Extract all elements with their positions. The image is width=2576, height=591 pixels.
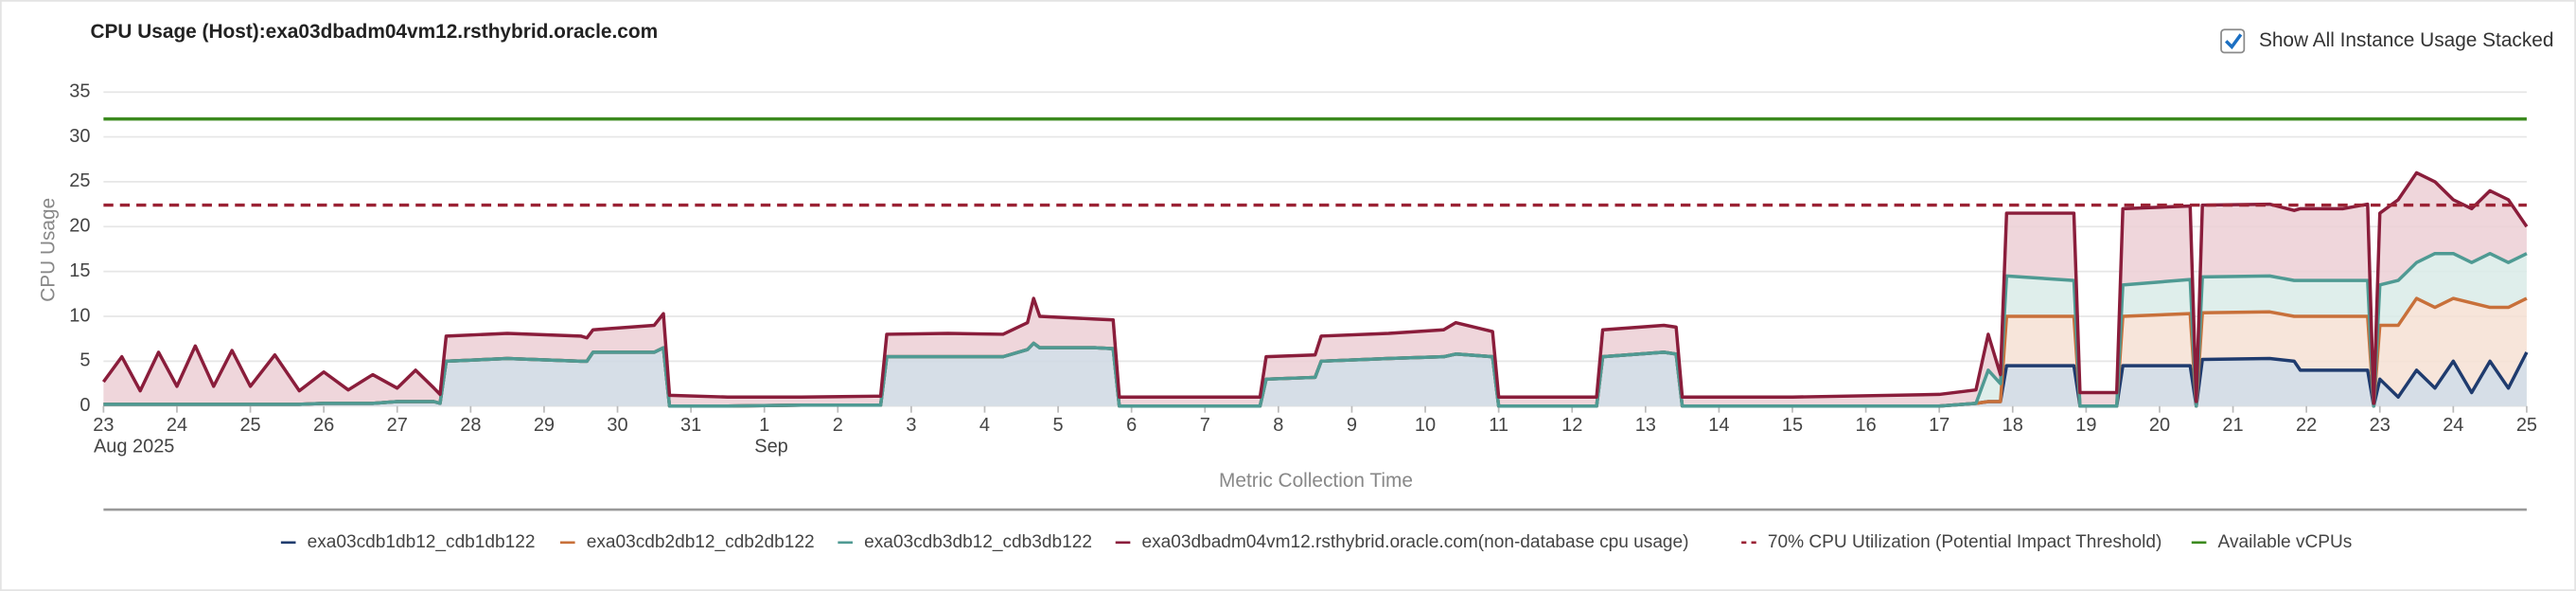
x-tick-label: 4 [979,415,990,436]
x-tick-label: 25 [2516,415,2537,436]
x-axis-title: Metric Collection Time [1219,470,1413,492]
legend-label: exa03cdb1db12_cdb1db122 [308,532,536,552]
x-tick-label: 23 [2370,415,2391,436]
x-tick-label: 5 [1053,415,1064,436]
x-tick-label: 22 [2296,415,2317,436]
x-tick-label: 11 [1489,415,1509,436]
x-period-label: Sep [754,436,788,457]
checkbox-label[interactable]: Show All Instance Usage Stacked [2259,29,2553,51]
legend-label: 70% CPU Utilization (Potential Impact Th… [1768,532,2161,552]
area [103,298,2527,406]
x-tick-label: 2 [833,415,843,436]
y-tick-label: 10 [69,305,90,326]
x-tick-label: 24 [2443,415,2463,436]
x-tick-label: 31 [680,415,701,436]
y-tick-label: 15 [69,260,90,281]
checkmark [2225,33,2243,50]
y-tick-label: 30 [69,126,90,147]
x-tick-label: 29 [534,415,555,436]
x-tick-label: 28 [460,415,481,436]
legend-label: exa03cdb2db12_cdb2db122 [587,532,815,552]
x-tick-label: 15 [1782,415,1803,436]
x-tick-label: 17 [1929,415,1950,436]
x-tick-label: 8 [1273,415,1283,436]
x-tick-label: 9 [1347,415,1357,436]
area [103,172,2527,406]
x-period-label: Aug 2025 [94,436,174,457]
stack-checkbox[interactable]: Show All Instance Usage Stacked [2220,28,2553,54]
x-tick-label: 7 [1200,415,1210,436]
x-tick-label: 30 [607,415,627,436]
y-tick-label: 20 [69,216,90,237]
legend-label: Available vCPUs [2218,532,2353,552]
line [103,251,2528,408]
x-tick-label: 20 [2149,415,2170,436]
x-tick-label: 27 [387,415,408,436]
chart-title: CPU Usage (Host):exa03dbadm04vm12.rsthyb… [90,21,658,43]
x-tick-label: 14 [1708,415,1729,436]
y-tick-label: 5 [79,350,90,371]
x-tick-label: 1 [759,415,769,436]
x-tick-label: 26 [313,415,334,436]
area [103,343,2527,406]
x-tick-label: 16 [1855,415,1876,436]
x-tick-label: 23 [93,415,114,436]
x-tick-label: 21 [2222,415,2243,436]
checkbox[interactable] [2220,28,2246,54]
x-tick-label: 12 [1561,415,1582,436]
y-tick-label: 25 [69,170,90,191]
x-tick-label: 19 [2075,415,2096,436]
x-tick-label: 3 [906,415,916,436]
x-tick-label: 10 [1415,415,1436,436]
x-tick-label: 18 [2003,415,2023,436]
x-tick-label: 6 [1126,415,1137,436]
x-tick-label: 13 [1635,415,1656,436]
x-tick-label: 25 [239,415,260,436]
y-axis-title: CPU Usage [38,198,60,302]
y-tick-label: 0 [79,395,90,416]
legend-label: exa03dbadm04vm12.rsthybrid.oracle.com(no… [1141,532,1688,552]
x-tick-label: 24 [167,415,187,436]
y-tick-label: 35 [69,81,90,101]
legend-label: exa03cdb3db12_cdb3db122 [864,532,1092,552]
